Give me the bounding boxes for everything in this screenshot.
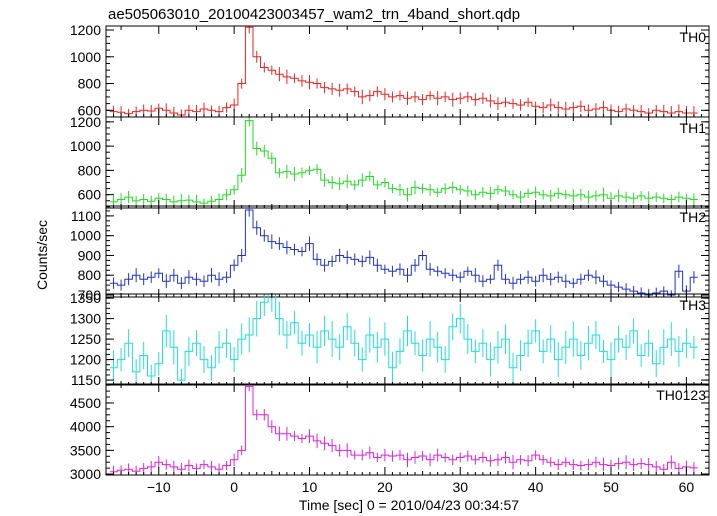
y-tick-label: 1000 — [70, 49, 101, 65]
step-line — [109, 120, 698, 204]
panel-label: TH0123 — [656, 387, 706, 403]
panel-label: TH3 — [680, 297, 707, 313]
y-tick-label: 700 — [78, 287, 102, 303]
y-tick-label: 3500 — [70, 442, 101, 458]
y-tick-label: 3000 — [70, 466, 101, 482]
y-tick-label: 1300 — [70, 311, 101, 327]
step-line — [109, 209, 698, 296]
y-tick-label: 1200 — [70, 114, 101, 130]
panel-label: TH1 — [680, 120, 707, 136]
y-tick-label: 4000 — [70, 419, 101, 435]
y-tick-label: 800 — [78, 267, 102, 283]
y-tick-label: 1150 — [71, 372, 101, 388]
y-tick-label: 600 — [78, 102, 102, 118]
x-axis-label: Time [sec] 0 = 2010/04/23 00:34:57 — [299, 497, 519, 513]
y-tick-label: 1250 — [70, 331, 101, 347]
step-line — [109, 294, 698, 381]
panel-th3: 1150 1200 1250 1300 1350 TH3 — [70, 290, 710, 388]
series-th1 — [109, 117, 698, 208]
y-tick-label: 1000 — [70, 138, 101, 154]
x-tick-label: 50 — [603, 479, 619, 495]
series-th0 — [109, 26, 698, 117]
panel-th0123: 3000 3500 4000 4500 TH0123 — [70, 383, 710, 482]
y-axis-label: Counts/sec — [34, 220, 50, 290]
x-axis: −10 0 10 20 30 40 50 60 — [147, 479, 694, 495]
y-tick-label: 1350 — [70, 290, 101, 306]
panel-th0: 600 800 1000 1200 TH0 — [70, 22, 710, 118]
y-tick-label: 800 — [78, 162, 102, 178]
y-tick-label: 1200 — [70, 22, 101, 38]
panel-label: TH2 — [680, 209, 707, 225]
y-tick-label: 800 — [78, 76, 102, 92]
y-tick-label: 4500 — [70, 395, 101, 411]
series-th0123 — [109, 384, 698, 475]
panel-th2: 700 800 900 1000 1100 TH2 — [70, 205, 710, 303]
y-tick-label: 600 — [78, 187, 102, 203]
y-tick-label: 1100 — [71, 208, 101, 224]
series-th2 — [109, 206, 698, 297]
x-tick-label: 0 — [230, 479, 238, 495]
x-tick-label: 20 — [377, 479, 393, 495]
series-th3 — [109, 294, 698, 385]
y-tick-label: 1000 — [70, 228, 101, 244]
x-tick-label: −10 — [147, 479, 171, 495]
panel-th1: 600 800 1000 1200 TH1 — [70, 114, 710, 209]
step-line — [109, 26, 698, 116]
x-tick-label: 60 — [679, 479, 695, 495]
panel-label: TH0 — [680, 29, 707, 45]
panels: 600 800 1000 1200 TH0 600 800 1000 1200 TH1 700 800… — [70, 22, 710, 482]
step-line — [109, 385, 698, 473]
y-tick-label: 900 — [78, 247, 102, 263]
x-tick-label: 10 — [302, 479, 318, 495]
chart-title: ae505063010_20100423003457_wam2_trn_4ban… — [108, 6, 520, 23]
y-tick-label: 1200 — [70, 352, 101, 368]
x-tick-label: 30 — [452, 479, 468, 495]
x-tick-label: 40 — [528, 479, 544, 495]
